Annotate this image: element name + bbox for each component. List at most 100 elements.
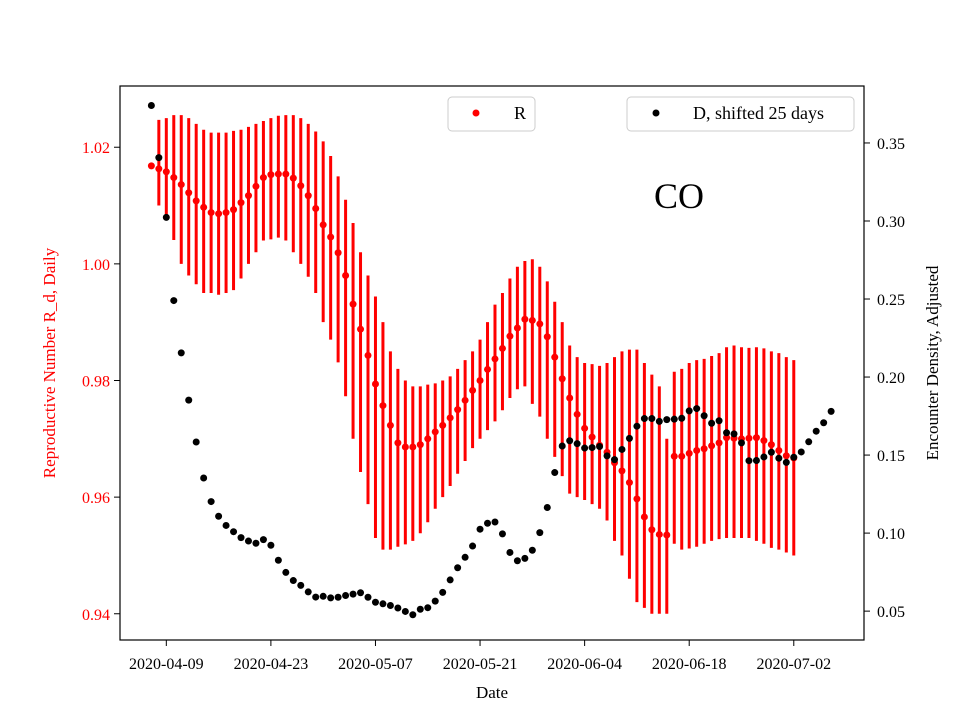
d-point	[640, 415, 648, 423]
d-point	[603, 452, 611, 460]
d-point	[162, 213, 170, 221]
legend-d: D, shifted 25 days	[626, 96, 855, 132]
d-point	[678, 414, 686, 422]
r-point	[752, 434, 760, 442]
d-point	[215, 512, 223, 520]
r-point	[461, 396, 469, 404]
right-y-tick-label: 0.25	[877, 292, 905, 309]
d-point	[342, 592, 350, 600]
legend-d-marker	[652, 109, 660, 117]
left-y-axis-title: Reproductive Number R_d, Daily	[40, 247, 59, 478]
d-point	[670, 415, 678, 423]
d-point	[708, 419, 716, 427]
r-point	[185, 189, 193, 197]
d-point	[289, 577, 297, 585]
r-point	[424, 435, 432, 443]
d-point	[147, 102, 155, 110]
d-point	[812, 427, 820, 435]
d-point	[386, 602, 394, 610]
r-point	[312, 204, 320, 212]
r-point	[244, 192, 252, 200]
d-point	[551, 469, 559, 477]
x-axis: 2020-04-09 2020-04-23 2020-05-07 2020-05-21…	[129, 640, 831, 673]
d-point-group	[147, 102, 835, 619]
d-point	[394, 604, 402, 612]
r-point	[618, 467, 626, 475]
d-point	[491, 518, 499, 526]
r-point	[491, 355, 499, 363]
right-y-tick-label: 0.35	[877, 136, 905, 153]
d-point	[312, 593, 320, 601]
x-tick-label: 2020-04-23	[234, 656, 309, 673]
d-point	[648, 415, 656, 423]
d-point	[207, 498, 215, 506]
d-point	[461, 553, 469, 561]
r-point	[431, 428, 439, 436]
r-point	[454, 406, 462, 414]
d-point	[155, 154, 163, 162]
d-point	[745, 457, 753, 465]
d-point	[700, 412, 708, 420]
x-tick-label: 2020-06-04	[547, 656, 622, 673]
r-point	[379, 402, 387, 410]
d-point	[752, 457, 760, 465]
d-point	[334, 593, 342, 601]
right-y-tick-label: 0.20	[877, 370, 905, 387]
x-axis-title: Date	[476, 683, 508, 702]
r-point	[401, 443, 409, 451]
r-point	[581, 424, 589, 432]
right-y-tick-label: 0.30	[877, 214, 905, 231]
d-point	[693, 405, 701, 413]
d-point	[581, 444, 589, 452]
r-point	[230, 206, 238, 214]
right-y-axis-title: Encounter Density, Adjusted	[923, 265, 942, 460]
d-point	[200, 474, 208, 482]
d-point	[633, 422, 641, 430]
d-point	[416, 605, 424, 613]
d-point	[364, 593, 372, 601]
d-point	[618, 445, 626, 453]
r-point	[566, 394, 574, 402]
d-point	[237, 534, 245, 542]
legend-r-label: R	[514, 103, 526, 123]
left-y-axis: 0.94 0.96 0.98 1.00 1.02	[82, 140, 120, 624]
r-point	[177, 181, 185, 189]
d-point	[663, 416, 671, 424]
d-point	[588, 444, 596, 452]
r-point	[416, 441, 424, 449]
left-y-tick-label: 1.02	[82, 140, 110, 157]
r-point-group	[147, 162, 798, 539]
r-point	[640, 513, 648, 521]
r-point	[334, 249, 342, 257]
r-point	[252, 182, 260, 190]
r-point	[588, 433, 596, 441]
d-point	[192, 438, 200, 446]
r-point	[536, 320, 544, 328]
r-point	[655, 530, 663, 538]
legend-r-marker	[472, 109, 480, 117]
r-point	[394, 439, 402, 447]
r-point	[685, 449, 693, 457]
r-point	[409, 443, 417, 451]
d-point	[723, 429, 731, 437]
d-point	[401, 607, 409, 615]
r-point	[484, 365, 492, 373]
right-y-tick-label: 0.15	[877, 448, 905, 465]
d-point	[767, 448, 775, 456]
r-point	[745, 434, 753, 442]
r-point	[342, 272, 350, 280]
d-point	[536, 529, 544, 537]
r-point	[207, 209, 215, 217]
d-point	[790, 453, 798, 461]
d-point	[252, 539, 260, 547]
d-point	[484, 519, 492, 527]
d-point	[730, 430, 738, 438]
d-point	[782, 458, 790, 466]
r-point	[670, 452, 678, 460]
d-point	[454, 564, 462, 572]
r-point	[693, 446, 701, 454]
d-point	[409, 611, 417, 619]
r-point	[498, 344, 506, 352]
